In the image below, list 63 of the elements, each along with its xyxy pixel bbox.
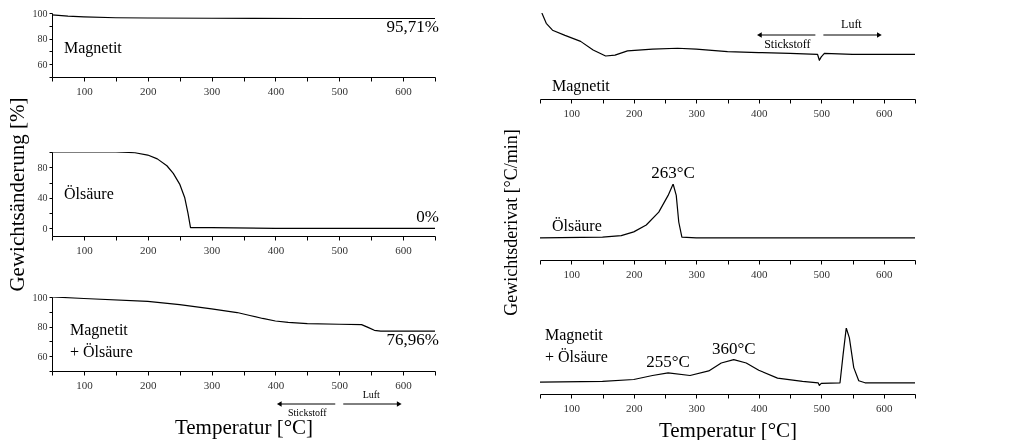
series-label: Magnetit + Ölsäure (545, 325, 608, 365)
x-tick-label: 400 (751, 401, 768, 414)
annotation: 95,71% (386, 17, 439, 37)
annotation: 263°C (651, 163, 695, 182)
annotation: 360°C (711, 338, 756, 358)
x-tick-label: 500 (331, 378, 349, 391)
series-label: Magnetit + Ölsäure (70, 321, 133, 361)
x-tick-label: 100 (563, 106, 581, 119)
x-tick-label: 200 (626, 401, 643, 414)
text: Luft (362, 389, 381, 400)
y-tick-label: 40 (37, 192, 48, 204)
x-tick-label: 200 (140, 378, 157, 391)
x-tick-label: 400 (267, 378, 285, 391)
y-tick-label: 100 (32, 291, 48, 303)
x-tick-label: 300 (688, 401, 706, 414)
annotation: 255°C (646, 351, 690, 371)
annotation: Stickstoff (764, 37, 811, 51)
x-tick-label: 200 (626, 106, 643, 119)
x-tick-label: 600 (876, 267, 893, 280)
annotation: 0% (416, 207, 439, 227)
x-tick-label: 300 (688, 267, 706, 280)
y-axis-title: Gewichtsderivat [°C/min] (500, 129, 521, 316)
annotation: Luft (841, 17, 863, 31)
x-tick-label: 200 (140, 84, 157, 97)
x-tick-label: 500 (331, 84, 349, 97)
x-tick-label: 300 (203, 243, 221, 256)
x-tick-label: 400 (751, 267, 768, 280)
y-tick-label: 60 (37, 58, 48, 70)
x-tick-label: 500 (331, 243, 349, 256)
text: Stickstoff (287, 407, 328, 418)
x-tick-label: 400 (751, 106, 768, 119)
x-tick-label: 300 (203, 378, 221, 391)
x-tick-label: 100 (76, 378, 94, 391)
y-tick-label: 80 (37, 161, 48, 173)
x-tick-label: 500 (813, 267, 831, 280)
y-axis-title: Gewichtsänderung [%] (4, 97, 29, 292)
series-label: Magnetit (552, 77, 611, 96)
x-tick-label: 600 (395, 378, 413, 391)
x-tick-label: 100 (76, 84, 94, 97)
x-tick-label: 600 (395, 243, 413, 256)
x-tick-label: 100 (563, 401, 581, 414)
text: Ölsäure (64, 185, 114, 202)
x-tick-label: 200 (140, 243, 157, 256)
series-label: Ölsäure (552, 216, 602, 234)
y-tick-label: 100 (32, 7, 48, 19)
y-tick-label: 0 (42, 222, 48, 234)
x-tick-label: 100 (76, 243, 94, 256)
annotation: 76,96% (386, 330, 439, 350)
x-tick-label: 400 (267, 84, 285, 97)
x-tick-label: 600 (395, 84, 413, 97)
x-tick-label: 200 (626, 267, 643, 280)
x-tick-label: 500 (813, 106, 831, 119)
x-tick-label: 500 (813, 401, 831, 414)
y-tick-label: 80 (37, 33, 48, 45)
series-label: Magnetit (64, 39, 123, 58)
y-tick-label: 60 (37, 350, 48, 362)
x-tick-label: 300 (688, 106, 706, 119)
x-tick-label: 600 (876, 401, 893, 414)
y-tick-label: 80 (37, 321, 48, 333)
x-tick-label: 100 (563, 267, 581, 280)
x-tick-label: 300 (203, 84, 221, 97)
x-tick-label: 600 (876, 106, 893, 119)
x-tick-label: 400 (267, 243, 285, 256)
